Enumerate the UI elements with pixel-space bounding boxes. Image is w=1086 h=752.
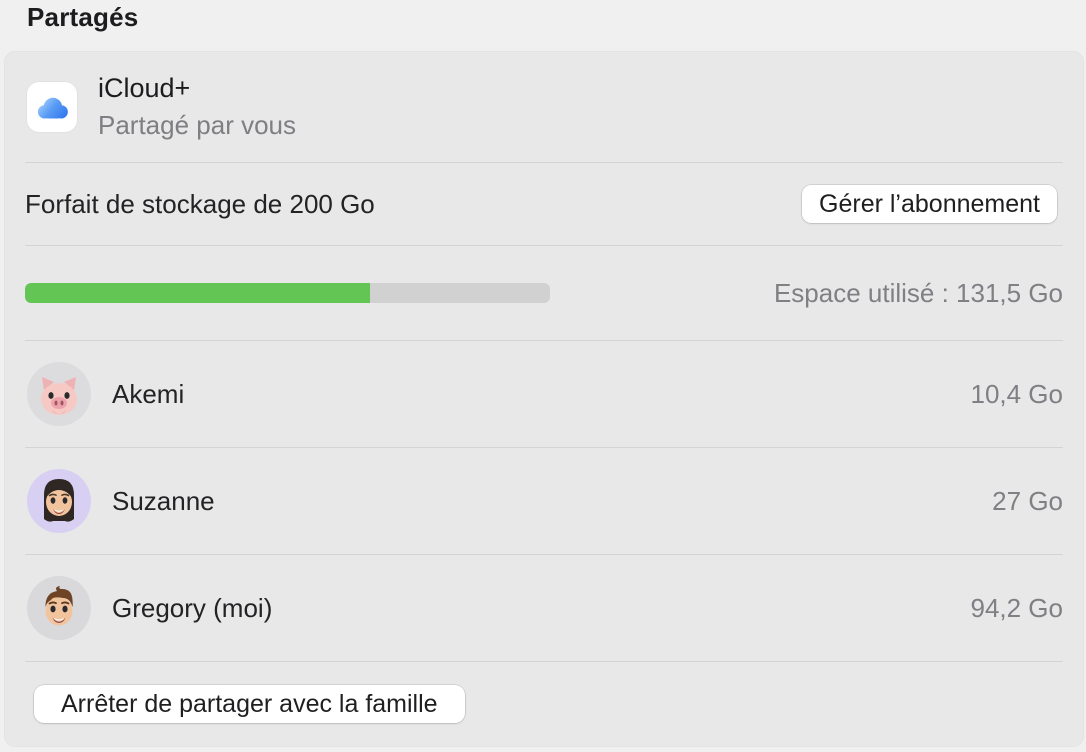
divider — [25, 162, 1063, 163]
pig-memoji-icon — [41, 377, 77, 415]
member-name: Suzanne — [112, 485, 215, 516]
icloud-cloud-icon — [37, 97, 68, 119]
icloud-header-row: iCloud+ Partagé par vous — [25, 52, 1063, 162]
pig-memoji-avatar — [27, 362, 91, 426]
member-name: Gregory (moi) — [112, 592, 273, 623]
divider — [25, 245, 1063, 246]
stop-family-sharing-button[interactable]: Arrêter de partager avec la famille — [34, 685, 465, 723]
app-name: iCloud+ — [98, 73, 191, 104]
divider — [25, 340, 1063, 341]
section-title: Partagés — [27, 2, 139, 32]
icloud-shared-card: iCloud+ Partagé par vous Forfait de stoc… — [5, 52, 1083, 746]
plan-label: Forfait de stockage de 200 Go — [25, 188, 375, 219]
storage-progress-fill — [25, 283, 371, 303]
storage-plan-row: Forfait de stockage de 200 Go Gérer l’ab… — [25, 163, 1063, 245]
man-memoji-icon — [45, 586, 73, 626]
footer-row: Arrêter de partager avec la famille — [25, 662, 1063, 746]
divider — [25, 554, 1063, 555]
member-usage: 94,2 Go — [970, 592, 1063, 623]
storage-progress-bar — [25, 283, 550, 303]
member-row-gregory: Gregory (moi) 94,2 Go — [25, 555, 1063, 661]
member-usage: 27 Go — [992, 485, 1063, 516]
manage-subscription-button[interactable]: Gérer l’abonnement — [802, 185, 1057, 223]
icloud-header-text: iCloud+ Partagé par vous — [98, 73, 296, 140]
divider — [25, 447, 1063, 448]
storage-usage-row: Espace utilisé : 131,5 Go — [25, 246, 1063, 340]
app-subtitle: Partagé par vous — [98, 109, 297, 140]
divider — [25, 661, 1063, 662]
storage-usage-label: Espace utilisé : 131,5 Go — [773, 277, 1063, 308]
man-memoji-avatar — [27, 576, 91, 640]
icloud-app-icon — [27, 82, 77, 132]
member-row-akemi: Akemi 10,4 Go — [25, 341, 1063, 447]
member-usage: 10,4 Go — [970, 378, 1063, 409]
member-row-suzanne: Suzanne 27 Go — [25, 448, 1063, 554]
woman-memoji-icon — [44, 479, 74, 522]
member-name: Akemi — [112, 378, 185, 409]
woman-memoji-avatar — [27, 469, 91, 533]
